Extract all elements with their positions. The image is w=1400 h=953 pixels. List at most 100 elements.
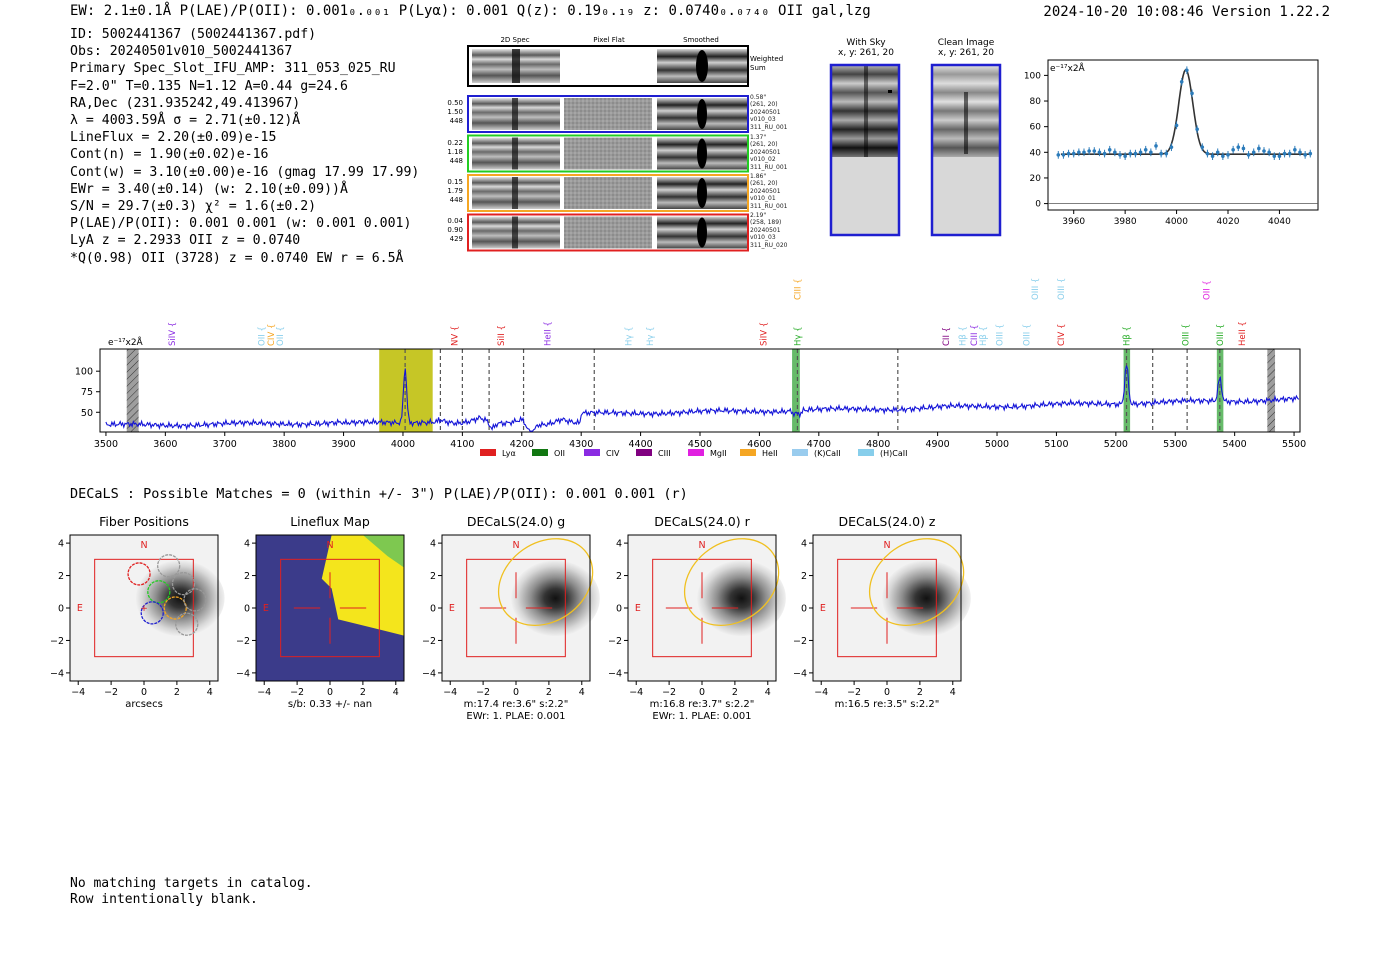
fit-point — [1282, 151, 1287, 156]
cutout-rows — [467, 95, 749, 252]
info-line: Primary Spec_Slot_IFU_AMP: 311_053_025_R… — [70, 61, 396, 77]
fit-xtick-label: 3960 — [1062, 217, 1085, 227]
fit-ytick-label: 100 — [1024, 71, 1041, 81]
fit-point — [1118, 153, 1122, 157]
aperture-box — [837, 558, 937, 658]
fiber-circle — [127, 562, 151, 586]
fit-point — [1257, 146, 1261, 151]
spectrum-xtick-label: 5300 — [1163, 439, 1187, 450]
clean-image-frame — [930, 63, 1002, 237]
panel-caption: arcsecs — [125, 699, 163, 710]
row-side-info: 2.19" (258, 189) 20240501 v010_03 311_RU_020 — [750, 212, 788, 249]
fit-point — [1277, 154, 1282, 158]
spectrum-line-label: Hβ { — [959, 326, 969, 346]
col-header-2d-spec: 2D Spec — [500, 36, 529, 44]
info-line: LineFlux = 2.20(±0.09)e-15 — [70, 130, 277, 146]
panel-ytick-label: 2 — [801, 571, 807, 582]
panel-ytick-label: 2 — [244, 571, 250, 582]
info-line: LyA z = 2.2933 OII z = 0.0740 — [70, 233, 301, 249]
panel-ytick-label: 0 — [58, 604, 64, 615]
center-marker: + — [140, 604, 148, 614]
fit-point — [1241, 146, 1246, 151]
spectrum-line-label: HeII { — [543, 321, 553, 346]
with-sky-frame — [829, 63, 901, 237]
panel-ytick-label: 4 — [58, 539, 64, 550]
panel-title: DECaLS(24.0) g — [467, 514, 565, 529]
spectrum-xtick-label: 3900 — [331, 439, 355, 450]
panel-xtick-label: −2 — [104, 687, 118, 698]
legend-swatch — [480, 449, 496, 456]
lineflux-mid-region — [362, 535, 404, 568]
spectrum-xtick-label: 4700 — [807, 439, 831, 450]
fit-ytick-label: 60 — [1030, 123, 1042, 133]
fit-point — [1123, 154, 1127, 158]
legend-label: MgII — [710, 449, 727, 458]
galaxy-image — [882, 560, 971, 637]
panel-xtick-label: −4 — [443, 687, 457, 698]
panel-ytick-label: −2 — [608, 636, 622, 647]
panel-xtick-label: −2 — [476, 687, 490, 698]
spectrum-line-label: Hγ { — [625, 326, 635, 346]
cutout-row-frame — [467, 95, 749, 133]
fit-point — [1077, 150, 1081, 155]
legend-swatch — [858, 449, 874, 456]
compass-east: E — [263, 603, 269, 614]
panel-xtick-label: 0 — [699, 687, 705, 698]
spectrum-xtick-label: 3500 — [94, 439, 118, 450]
legend-swatch — [792, 449, 808, 456]
spectrum-line-label: CIV { — [1057, 324, 1067, 346]
spectrum-highlight-band — [1123, 349, 1131, 432]
panel-ytick-label: 0 — [801, 604, 807, 615]
fit-point — [1056, 153, 1061, 157]
panel-ytick-label: −4 — [793, 668, 807, 679]
fit-point — [1210, 154, 1215, 158]
spectrum-xtick-label: 4800 — [866, 439, 890, 450]
spectrum-line-label: OIII { — [1216, 324, 1226, 346]
cutout-pixel-flat — [564, 216, 652, 249]
fit-xtick-label: 3980 — [1114, 217, 1137, 227]
fiber-circle — [183, 588, 207, 612]
legend-label: CIII — [658, 449, 671, 458]
fit-point — [1190, 91, 1194, 96]
weighted-sum-label: Weighted Sum — [750, 55, 783, 72]
fit-point — [1267, 150, 1271, 155]
panel-caption: EWr: 1. PLAE: 0.001 — [652, 711, 751, 722]
fit-point — [1092, 149, 1097, 153]
spectrum-line-label: Hγ { — [646, 326, 656, 346]
panel-ytick-label: −4 — [608, 668, 622, 679]
info-block: ID: 5002441367 (5002441367.pdf) Obs: 202… — [70, 26, 419, 267]
spectrum-xtick-label: 3700 — [213, 439, 237, 450]
panel-caption: m:16.5 re:3.5" s:2.2" — [835, 699, 940, 710]
legend-label: CIV — [606, 449, 620, 458]
info-line: S/N = 29.7(±0.3) χ² = 1.6(±0.2) — [70, 199, 317, 215]
spectrum-line-label: OII { — [1203, 280, 1213, 300]
info-line: F=2.0" T=0.135 N=1.12 A=0.44 g=24.6 — [70, 78, 348, 94]
legend-label: (K)CaII — [814, 449, 841, 458]
spectrum-line-label: CIV { — [267, 324, 277, 346]
legend-swatch — [688, 449, 704, 456]
fit-point — [1251, 150, 1256, 155]
info-line: RA,Dec (231.935242,49.413967) — [70, 95, 301, 111]
spectrum-xtick-label: 5500 — [1282, 439, 1306, 450]
compass-north: N — [512, 540, 519, 551]
legend-swatch — [584, 449, 600, 456]
footer-notes: No matching targets in catalog. Row inte… — [70, 876, 313, 907]
panel-xtick-label: 0 — [327, 687, 333, 698]
panel-ytick-label: −4 — [422, 668, 436, 679]
fiber-circle — [163, 596, 187, 620]
spectrum-line-label: OIII { — [995, 324, 1005, 346]
fit-point — [1174, 123, 1179, 128]
galaxy-image — [697, 560, 786, 637]
spectrum-xtick-label: 5000 — [985, 439, 1009, 450]
legend-label: OII — [554, 449, 565, 458]
spectrum-xtick-label: 4300 — [569, 439, 593, 450]
panel-ytick-label: −2 — [50, 636, 64, 647]
fit-point — [1066, 151, 1071, 156]
header-summary-text: EW: 2.1±0.1Å P(LAE)/P(OII): 0.001₀.₀₀₁ P… — [70, 3, 871, 19]
panel-xtick-label: −2 — [662, 687, 676, 698]
cutout-smoothed-emission — [697, 99, 707, 129]
fit-point — [1221, 154, 1225, 158]
fit-point — [1169, 145, 1174, 149]
info-line: Cont(n) = 1.90(±0.02)e-16 — [70, 147, 269, 163]
fit-point — [1298, 150, 1302, 155]
